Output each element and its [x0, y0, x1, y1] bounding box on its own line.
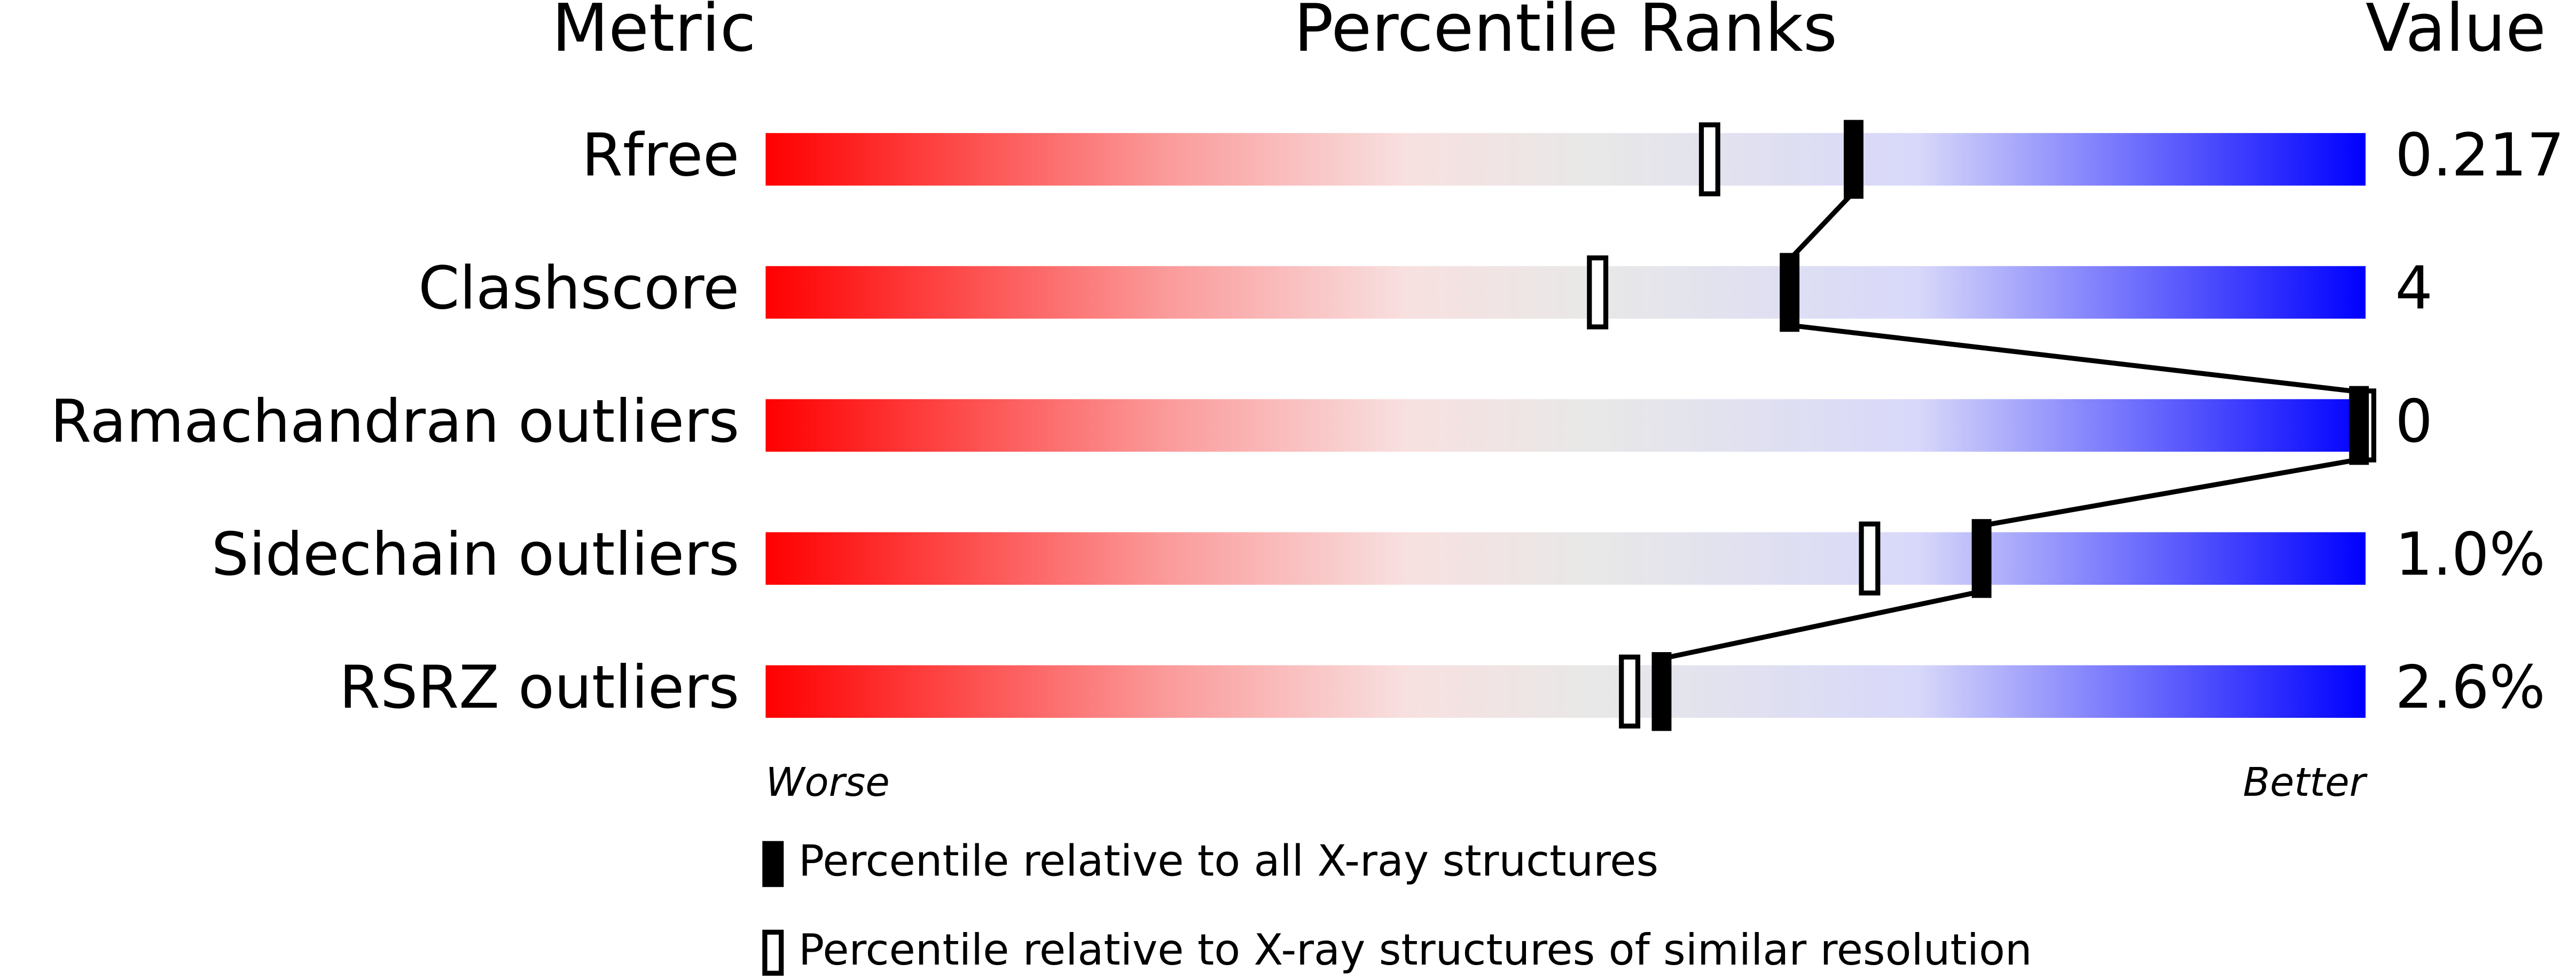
all-marker	[1844, 120, 1864, 199]
all-marker	[1971, 519, 1992, 598]
legend-label: Percentile relative to X-ray structures …	[798, 925, 2032, 975]
worse-label: Worse	[765, 759, 889, 805]
gradient-bar	[765, 266, 2366, 319]
similar-marker	[1859, 521, 1881, 596]
metric-value: 2.6%	[2395, 653, 2545, 722]
metric-value: 0.217	[2395, 121, 2564, 190]
all-marker	[2349, 386, 2369, 465]
metric-label: Sidechain outliers	[212, 520, 740, 589]
all-marker	[1780, 253, 1800, 332]
metric-value: 0	[2395, 387, 2432, 456]
metric-label: Rfree	[582, 121, 739, 190]
legend-swatch	[762, 841, 784, 887]
connector-line	[1661, 190, 2366, 661]
gradient-bar	[765, 133, 2366, 186]
metric-label: Ramachandran outliers	[50, 387, 739, 456]
legend-swatch	[762, 929, 784, 976]
gradient-bar	[765, 665, 2366, 718]
similar-marker	[1619, 654, 1641, 729]
all-marker	[1651, 652, 1672, 731]
gradient-bar	[765, 532, 2366, 585]
metric-header: Metric	[552, 0, 756, 67]
gradient-bar	[765, 399, 2366, 452]
metric-label: RSRZ outliers	[339, 653, 739, 722]
similar-marker	[1587, 255, 1609, 330]
metric-value: 4	[2395, 254, 2432, 323]
metric-label: Clashscore	[418, 254, 739, 323]
ranks-header: Percentile Ranks	[1294, 0, 1837, 67]
legend-label: Percentile relative to all X-ray structu…	[798, 836, 1658, 886]
similar-marker	[1698, 122, 1720, 197]
better-label: Better	[2243, 759, 2368, 805]
metric-value: 1.0%	[2395, 520, 2545, 589]
value-header: Value	[2366, 0, 2546, 67]
